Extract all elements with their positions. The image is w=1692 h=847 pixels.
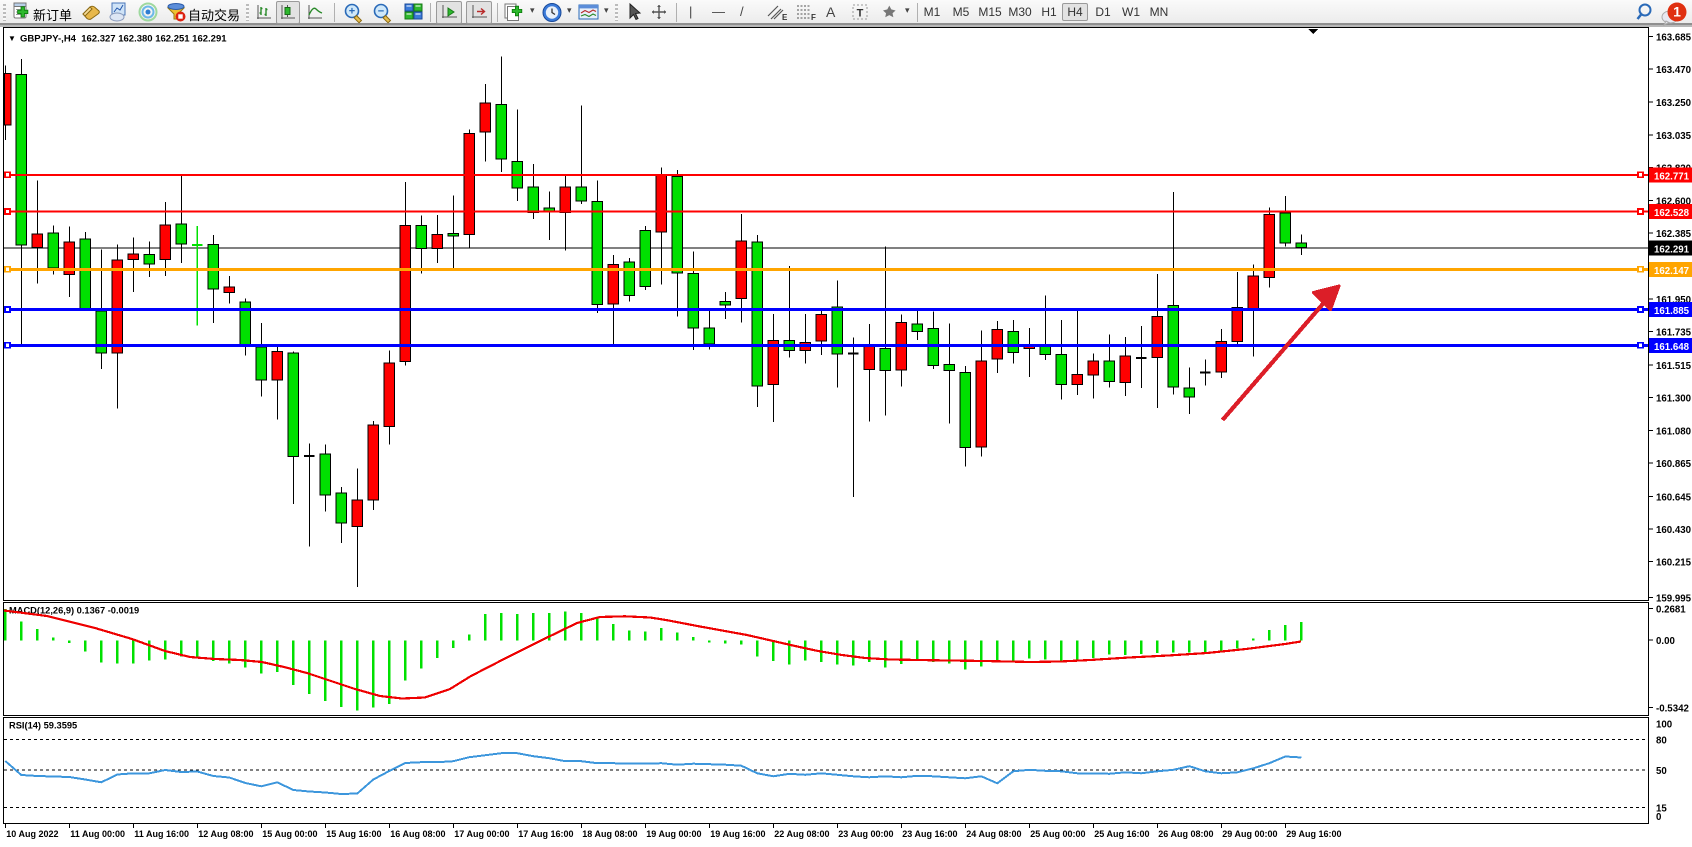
svg-text:10 Aug 2022: 10 Aug 2022 — [6, 829, 58, 839]
svg-text:0.2681: 0.2681 — [1656, 604, 1686, 615]
svg-text:162.385: 162.385 — [1656, 229, 1692, 240]
svg-text:29 Aug 16:00: 29 Aug 16:00 — [1286, 829, 1341, 839]
svg-text:163.035: 163.035 — [1656, 131, 1692, 142]
svg-text:159.995: 159.995 — [1656, 594, 1692, 605]
svg-text:−: − — [378, 6, 384, 18]
svg-text:162.528: 162.528 — [1654, 208, 1690, 219]
svg-text:1: 1 — [1673, 4, 1681, 20]
svg-text:0.00: 0.00 — [1656, 636, 1675, 647]
svg-text:163.470: 163.470 — [1656, 65, 1691, 76]
svg-text:16 Aug 08:00: 16 Aug 08:00 — [390, 829, 445, 839]
svg-text:18 Aug 08:00: 18 Aug 08:00 — [582, 829, 637, 839]
svg-text:161.648: 161.648 — [1654, 342, 1690, 353]
svg-text:15: 15 — [1656, 804, 1667, 815]
svg-text:GBPJPY-,H4 162.327 162.380 16: GBPJPY-,H4 162.327 162.380 162.251 162.2… — [20, 34, 227, 45]
svg-text:161.300: 161.300 — [1656, 393, 1691, 404]
svg-text:161.735: 161.735 — [1656, 328, 1692, 339]
svg-text:17 Aug 00:00: 17 Aug 00:00 — [454, 829, 509, 839]
svg-text:23 Aug 00:00: 23 Aug 00:00 — [838, 829, 893, 839]
svg-text:160.215: 160.215 — [1656, 558, 1692, 569]
svg-text:161.515: 161.515 — [1656, 361, 1692, 372]
svg-text:15 Aug 16:00: 15 Aug 16:00 — [326, 829, 381, 839]
svg-text:162.771: 162.771 — [1654, 171, 1690, 182]
svg-text:160.645: 160.645 — [1656, 493, 1692, 504]
svg-text:160.865: 160.865 — [1656, 459, 1692, 470]
svg-text:E: E — [782, 13, 788, 22]
svg-text:15 Aug 00:00: 15 Aug 00:00 — [262, 829, 317, 839]
svg-text:26 Aug 08:00: 26 Aug 08:00 — [1158, 829, 1213, 839]
svg-text:11 Aug 16:00: 11 Aug 16:00 — [134, 829, 189, 839]
svg-text:+: + — [349, 6, 355, 18]
svg-text:RSI(14) 59.3595: RSI(14) 59.3595 — [9, 721, 77, 731]
svg-text:17 Aug 16:00: 17 Aug 16:00 — [518, 829, 573, 839]
svg-text:25 Aug 00:00: 25 Aug 00:00 — [1030, 829, 1085, 839]
svg-text:163.685: 163.685 — [1656, 32, 1692, 43]
svg-text:29 Aug 00:00: 29 Aug 00:00 — [1222, 829, 1277, 839]
svg-text:50: 50 — [1656, 766, 1667, 777]
svg-text:T: T — [857, 8, 864, 20]
svg-text:MACD(12,26,9) 0.1367 -0.0019: MACD(12,26,9) 0.1367 -0.0019 — [9, 606, 139, 616]
svg-text:80: 80 — [1656, 735, 1667, 746]
svg-text:162.291: 162.291 — [1654, 245, 1690, 256]
svg-text:100: 100 — [1656, 720, 1672, 731]
svg-text:19 Aug 16:00: 19 Aug 16:00 — [710, 829, 765, 839]
svg-text:161.080: 161.080 — [1656, 427, 1691, 438]
svg-text:19 Aug 00:00: 19 Aug 00:00 — [646, 829, 701, 839]
svg-text:▼: ▼ — [8, 34, 16, 43]
svg-text:161.885: 161.885 — [1654, 306, 1690, 317]
svg-text:23 Aug 16:00: 23 Aug 16:00 — [902, 829, 957, 839]
svg-text:162.147: 162.147 — [1654, 266, 1689, 277]
svg-text:25 Aug 16:00: 25 Aug 16:00 — [1094, 829, 1149, 839]
svg-text:24 Aug 08:00: 24 Aug 08:00 — [966, 829, 1021, 839]
svg-text:22 Aug 08:00: 22 Aug 08:00 — [774, 829, 829, 839]
svg-text:11 Aug 00:00: 11 Aug 00:00 — [70, 829, 125, 839]
svg-text:160.430: 160.430 — [1656, 525, 1691, 536]
svg-text:161.950: 161.950 — [1656, 295, 1691, 306]
svg-text:F: F — [811, 13, 816, 22]
svg-text:12 Aug 08:00: 12 Aug 08:00 — [198, 829, 253, 839]
svg-text:163.250: 163.250 — [1656, 98, 1691, 109]
svg-text:162.600: 162.600 — [1656, 197, 1691, 208]
svg-text:-0.5342: -0.5342 — [1656, 704, 1689, 715]
svg-text:0: 0 — [1656, 812, 1661, 823]
